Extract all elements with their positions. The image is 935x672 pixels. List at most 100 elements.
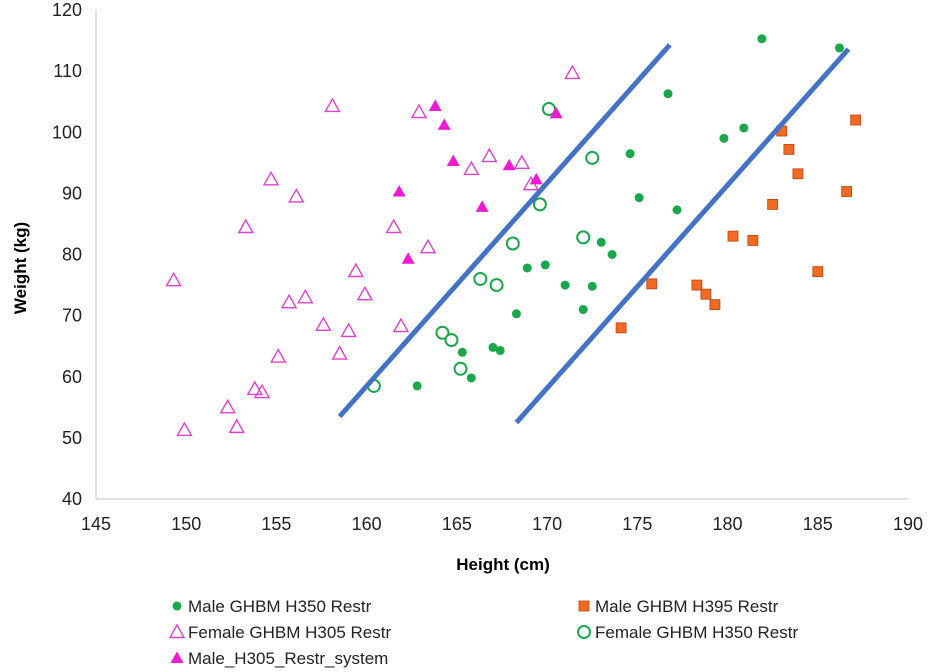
data-point [428, 99, 442, 111]
data-point [700, 288, 712, 300]
data-point [392, 185, 406, 197]
data-point [560, 280, 570, 290]
data-point [297, 288, 314, 304]
data-point [578, 305, 588, 315]
data-point [466, 373, 476, 383]
data-point [615, 322, 627, 334]
data-point [165, 271, 182, 287]
data-point [253, 383, 271, 399]
data-point [262, 170, 280, 186]
data-point [596, 237, 606, 247]
data-point [792, 168, 804, 180]
data-point [446, 154, 460, 166]
x-tick-label: 175 [622, 514, 652, 534]
reference-line [337, 43, 672, 419]
data-point [437, 118, 451, 130]
data-point [783, 143, 795, 155]
data-point [444, 333, 459, 348]
data-point [564, 64, 581, 80]
data-point [419, 238, 437, 254]
data-point [457, 347, 467, 357]
data-point [709, 299, 721, 311]
y-tick-label: 80 [62, 245, 82, 265]
data-point [340, 322, 357, 338]
data-point [324, 97, 341, 113]
data-point [219, 398, 236, 414]
y-tick-label: 70 [62, 306, 82, 326]
data-point [288, 187, 305, 203]
data-point [529, 172, 543, 185]
data-point [522, 263, 532, 273]
data-point [270, 348, 287, 363]
data-point [176, 421, 193, 437]
data-point [331, 345, 348, 360]
data-point [841, 186, 853, 197]
data-point [576, 230, 591, 245]
y-tick-label: 120 [52, 0, 82, 20]
data-point [347, 262, 365, 278]
y-tick-label: 60 [62, 367, 82, 387]
data-point [607, 250, 617, 259]
data-point [719, 133, 729, 143]
data-point [505, 236, 520, 251]
reference-line [514, 47, 851, 425]
data-point [488, 342, 498, 352]
data-point [392, 317, 410, 333]
x-tick-label: 150 [171, 514, 201, 534]
data-point [412, 381, 422, 391]
x-tick-label: 190 [893, 514, 923, 534]
legend-marker [578, 600, 590, 612]
legend: Male GHBM H350 Restr Male GHBM H395 Restr… [168, 597, 798, 668]
legend-marker [168, 623, 186, 639]
legend-marker [170, 651, 184, 663]
data-point [646, 278, 658, 290]
x-tick-label: 155 [261, 514, 291, 534]
legend-label: Female GHBM H350 Restr [595, 623, 798, 642]
data-point [453, 361, 468, 376]
y-tick-label: 90 [62, 183, 82, 203]
x-tick-label: 165 [442, 514, 472, 534]
data-point [280, 293, 298, 309]
data-point [356, 285, 374, 301]
data-point [228, 418, 245, 434]
x-tick-label: 170 [532, 514, 562, 534]
data-point [401, 252, 415, 264]
y-tick-label: 40 [62, 489, 82, 509]
legend-marker [577, 625, 591, 639]
data-point [739, 123, 749, 133]
data-point [691, 279, 703, 291]
data-point [585, 150, 600, 165]
data-point [625, 149, 635, 159]
x-tick-label: 185 [803, 514, 833, 534]
data-point [237, 218, 254, 234]
data-point [767, 198, 779, 210]
data-point [463, 160, 480, 176]
data-point [850, 114, 862, 126]
data-point [410, 103, 428, 119]
data-point [385, 218, 402, 234]
data-point [315, 316, 332, 331]
data-point [473, 271, 488, 286]
y-tick-label: 50 [62, 428, 82, 448]
y-axis: 40 50 60 70 80 90 100 110 120 [52, 0, 97, 509]
data-point [513, 154, 531, 170]
x-tick-label: 145 [81, 514, 111, 534]
data-point [757, 34, 767, 44]
legend-label: Male_H305_Restr_system [188, 649, 388, 668]
data-point [435, 325, 450, 340]
data-point [587, 281, 597, 291]
data-point [812, 266, 824, 278]
y-tick-label: 110 [53, 61, 82, 81]
x-axis-title: Height (cm) [456, 555, 550, 574]
data-point [834, 43, 844, 53]
data-point [672, 205, 682, 215]
legend-marker [172, 601, 182, 611]
data-point [246, 380, 263, 396]
reference-lines [337, 43, 851, 425]
data-point [727, 230, 739, 242]
y-tick-label: 100 [52, 122, 82, 142]
data-point [747, 235, 759, 246]
legend-label: Male GHBM H395 Restr [595, 597, 779, 616]
data-point [489, 278, 504, 293]
